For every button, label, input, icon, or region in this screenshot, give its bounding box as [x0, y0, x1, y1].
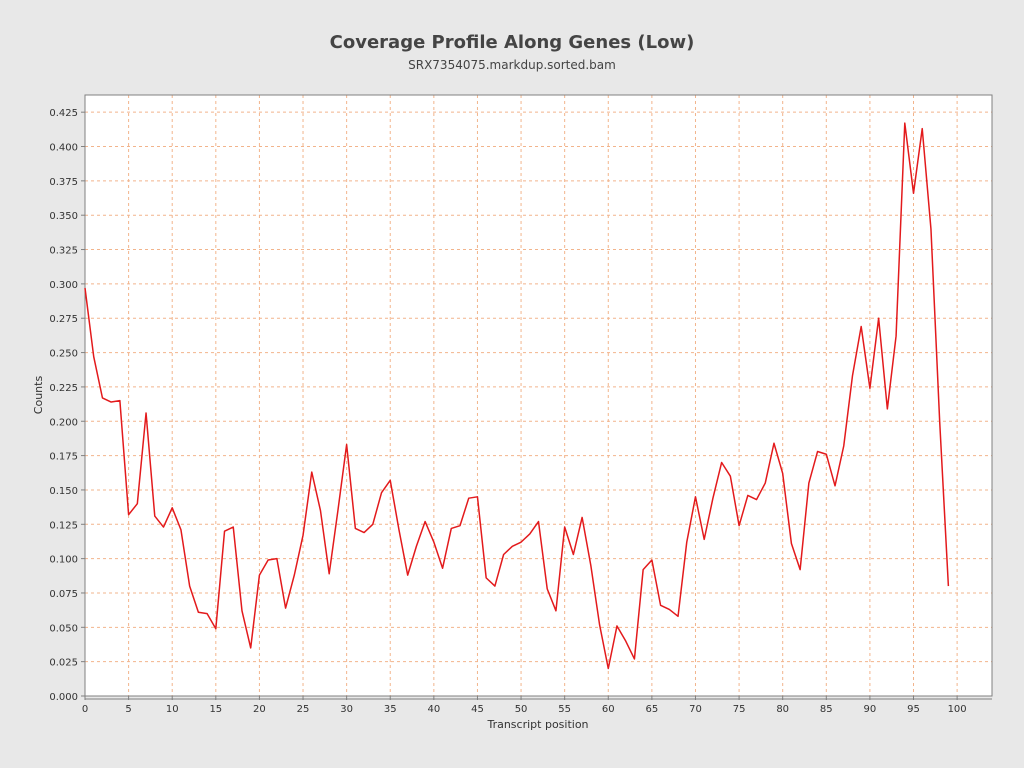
tick-labels: 0.000 0.025 0.050 0.075 0.100 0.125 0.150 0.175… — [49, 108, 966, 715]
chart-title: Coverage Profile Along Genes (Low) — [330, 32, 695, 53]
x-tick-label: 60 — [602, 704, 615, 715]
y-tick-label: 0.350 — [49, 211, 78, 222]
y-tick-label: 0.150 — [49, 486, 78, 497]
x-tick-label: 25 — [297, 704, 310, 715]
y-tick-label: 0.275 — [49, 314, 78, 325]
x-tick-label: 15 — [209, 704, 222, 715]
y-tick-label: 0.000 — [49, 692, 78, 703]
y-tick-label: 0.250 — [49, 349, 78, 360]
x-tick-label: 30 — [340, 704, 353, 715]
y-tick-label: 0.375 — [49, 177, 78, 188]
y-tick-label: 0.125 — [49, 520, 78, 531]
y-axis-label: Counts — [32, 376, 45, 415]
x-tick-label: 75 — [733, 704, 746, 715]
axes — [81, 95, 992, 700]
x-axis-label: Transcript position — [486, 718, 588, 731]
x-tick-label: 55 — [558, 704, 571, 715]
x-tick-label: 80 — [776, 704, 789, 715]
x-tick-label: 40 — [427, 704, 440, 715]
x-tick-label: 5 — [125, 704, 131, 715]
x-tick-label: 45 — [471, 704, 484, 715]
y-tick-label: 0.200 — [49, 417, 78, 428]
x-tick-label: 20 — [253, 704, 266, 715]
grid-lines — [84, 95, 992, 697]
y-tick-label: 0.325 — [49, 246, 78, 257]
x-tick-label: 0 — [82, 704, 88, 715]
y-tick-label: 0.400 — [49, 143, 78, 154]
chart-subtitle: SRX7354075.markdup.sorted.bam — [408, 58, 616, 72]
y-tick-label: 0.075 — [49, 589, 78, 600]
y-tick-label: 0.100 — [49, 555, 78, 566]
y-tick-label: 0.425 — [49, 108, 78, 119]
x-tick-label: 50 — [515, 704, 528, 715]
plot-area — [85, 95, 992, 696]
x-tick-label: 100 — [948, 704, 967, 715]
x-tick-label: 90 — [864, 704, 877, 715]
x-tick-label: 70 — [689, 704, 702, 715]
coverage-series-line — [84, 122, 950, 670]
y-tick-label: 0.225 — [49, 383, 78, 394]
y-tick-label: 0.025 — [49, 658, 78, 669]
x-tick-label: 85 — [820, 704, 833, 715]
y-tick-label: 0.175 — [49, 452, 78, 463]
x-tick-label: 35 — [384, 704, 397, 715]
x-tick-label: 65 — [646, 704, 659, 715]
y-tick-label: 0.050 — [49, 623, 78, 634]
x-tick-label: 10 — [166, 704, 179, 715]
y-tick-label: 0.300 — [49, 280, 78, 291]
x-tick-label: 95 — [907, 704, 920, 715]
